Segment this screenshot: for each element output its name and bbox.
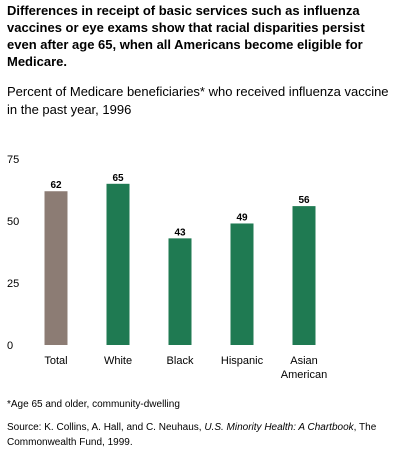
bar-value-label: 62 — [50, 180, 62, 191]
headline: Differences in receipt of basic services… — [7, 3, 365, 69]
footnote: *Age 65 and older, community-dwelling — [7, 399, 180, 410]
x-category-label: Black — [167, 355, 194, 367]
x-category-label: Total — [44, 355, 67, 367]
bar-value-label: 56 — [298, 195, 310, 206]
bar-black — [168, 238, 192, 345]
x-category-label: White — [104, 355, 132, 367]
x-category-label: Hispanic — [221, 355, 264, 367]
bar-chart: 0 25 50 75 62 Total 65 White 43 Black 49 Hispanic 56… — [7, 154, 327, 381]
bar-value-label: 49 — [236, 212, 248, 223]
y-tick-label: 75 — [7, 154, 19, 166]
source-book-title: U.S. Minority Health: A Chartbook — [204, 422, 354, 433]
x-category-label: Asian American — [281, 355, 327, 381]
y-tick-label: 0 — [7, 340, 13, 352]
bar-hispanic — [230, 223, 254, 345]
bar-asian-american — [292, 206, 316, 345]
bar-total — [44, 191, 68, 345]
bar-value-label: 65 — [112, 173, 124, 184]
source-citation: Source: K. Collins, A. Hall, and C. Neuh… — [7, 420, 397, 450]
bar-white — [106, 183, 130, 345]
chart-subtitle: Percent of Medicare beneficiaries* who r… — [7, 84, 389, 117]
bar-value-label: 43 — [174, 227, 186, 238]
source-prefix: Source: K. Collins, A. Hall, and C. Neuh… — [7, 422, 205, 433]
source-suffix: , The Commonwealth Fund, 1999. — [7, 422, 377, 448]
y-tick-label: 25 — [7, 278, 19, 290]
y-tick-label: 50 — [7, 216, 19, 228]
